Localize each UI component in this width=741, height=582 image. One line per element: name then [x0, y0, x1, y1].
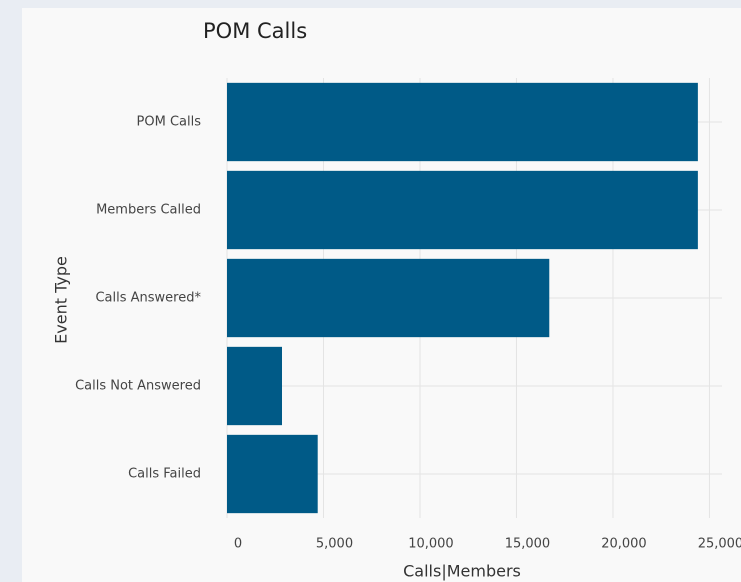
x-tick-label: 15,000 [505, 537, 551, 552]
x-tick-label: 10,000 [408, 537, 454, 552]
y-tick-label: Calls Failed [128, 467, 201, 482]
y-axis-title: Event Type [52, 256, 71, 344]
y-tick-label: Calls Answered* [95, 291, 201, 306]
chart-title: POM Calls [203, 19, 307, 43]
y-tick-label: Calls Not Answered [75, 379, 201, 394]
x-tick-label: 25,000 [698, 537, 741, 552]
bar [227, 170, 698, 250]
x-axis-title: Calls|Members [403, 562, 521, 581]
x-tick-label: 20,000 [601, 537, 647, 552]
bar [227, 434, 318, 514]
y-tick-label: Members Called [96, 203, 201, 218]
bar [227, 346, 282, 426]
bar [227, 82, 698, 162]
bar [227, 258, 550, 338]
x-tick-label: 0 [234, 537, 242, 552]
y-tick-label: POM Calls [137, 115, 202, 130]
x-tick-label: 5,000 [316, 537, 353, 552]
